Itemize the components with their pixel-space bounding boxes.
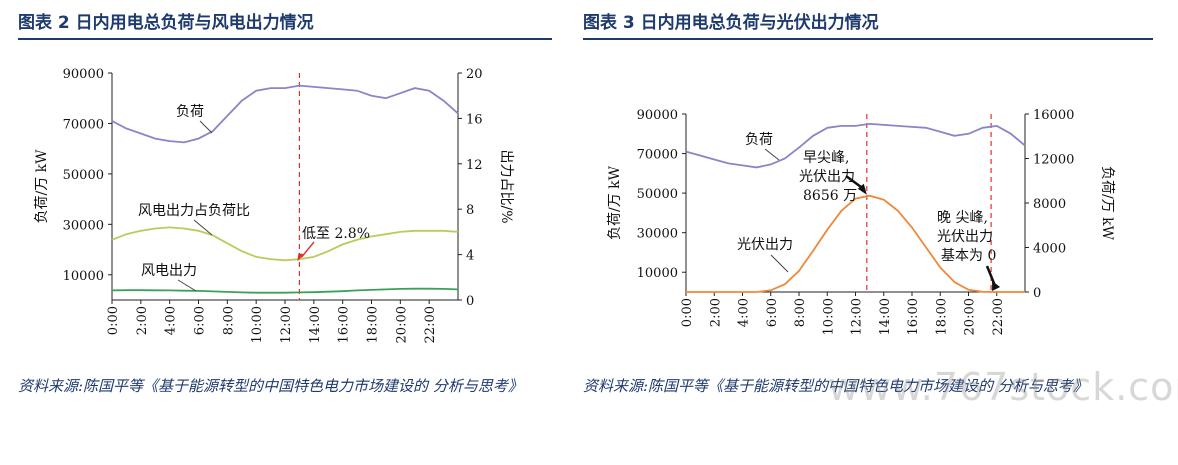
y-axis-label-left: 负荷/万 kW bbox=[34, 149, 50, 224]
x-tick-label: 0:00 bbox=[106, 306, 121, 335]
series-line bbox=[111, 84, 459, 144]
y-axis-label-left: 负荷/万 kW bbox=[607, 165, 623, 240]
figure-2-title-rule bbox=[18, 38, 552, 40]
x-tick-label: 16:00 bbox=[906, 298, 921, 335]
y-axis-label-right: 出力占比/% bbox=[498, 149, 514, 223]
y-tick-label-left: 70000 bbox=[637, 148, 678, 163]
annotation-evening-peak-2: 光伏出力 bbox=[937, 229, 993, 245]
y-tick-label-right: 12 bbox=[466, 158, 483, 173]
x-tick-label: 16:00 bbox=[337, 306, 352, 343]
x-tick-label: 12:00 bbox=[279, 306, 294, 343]
series-label-leader bbox=[770, 254, 789, 273]
y-tick-label-left: 30000 bbox=[637, 227, 678, 242]
x-tick-label: 6:00 bbox=[193, 306, 208, 335]
x-tick-label: 4:00 bbox=[737, 298, 752, 327]
x-tick-label: 10:00 bbox=[821, 298, 836, 335]
annotation-morning-peak-2: 光伏出力 bbox=[799, 169, 855, 185]
x-tick-label: 8:00 bbox=[221, 306, 236, 335]
y-tick-label-right: 8000 bbox=[1033, 197, 1066, 212]
figure-3-title-rule bbox=[583, 38, 1153, 40]
annotation-morning-peak-3: 8656 万 bbox=[803, 188, 857, 204]
annotation-arrowhead-morning bbox=[857, 183, 867, 195]
y-tick-label-right: 16 bbox=[466, 112, 483, 127]
x-tick-label: 22:00 bbox=[991, 298, 1006, 335]
wind-load-chart: 10000 30000 50000 70000 90000 0 4 8 12 16 20 0:00 2:… bbox=[34, 67, 514, 343]
y-tick-label-right: 8 bbox=[466, 203, 474, 218]
series-label-leader bbox=[193, 219, 213, 236]
x-tick-label: 22:00 bbox=[423, 306, 438, 343]
y-tick-label-left: 50000 bbox=[637, 187, 678, 202]
annotation-morning-peak-1: 早尖峰, bbox=[803, 150, 849, 166]
x-tick-label: 2:00 bbox=[708, 298, 723, 327]
x-tick-label: 18:00 bbox=[934, 298, 949, 335]
x-tick-label: 12:00 bbox=[850, 298, 865, 335]
x-tick-label: 18:00 bbox=[366, 306, 381, 343]
annotation-arrowhead bbox=[297, 253, 305, 262]
y-tick-label-right: 16000 bbox=[1033, 108, 1074, 123]
y-tick-label-left: 90000 bbox=[63, 67, 104, 82]
figure-2-source: 资料来源:陈国平等《基于能源转型的中国特色电力市场建设的 分析与思考》 bbox=[18, 377, 523, 395]
figure-2-title: 图表 2 日内用电总负荷与风电出力情况 bbox=[18, 13, 314, 33]
series-label-load: 负荷 bbox=[176, 104, 204, 120]
x-tick-label: 20:00 bbox=[963, 298, 978, 335]
x-tick-label: 20:00 bbox=[394, 306, 409, 343]
annotation-min-share: 低至 2.8% bbox=[302, 226, 370, 242]
y-tick-label-right: 12000 bbox=[1033, 153, 1074, 168]
y-axis-label-right: 负荷/万 kW bbox=[1099, 166, 1115, 241]
watermark: www.767stock.com bbox=[828, 365, 1178, 409]
x-tick-label: 14:00 bbox=[308, 306, 323, 343]
series-label-leader bbox=[764, 148, 780, 161]
series-line bbox=[685, 122, 1026, 169]
series-label-load: 负荷 bbox=[745, 132, 773, 148]
x-tick-label: 6:00 bbox=[765, 298, 780, 327]
series-line bbox=[111, 226, 459, 262]
y-tick-label-right: 0 bbox=[1033, 286, 1041, 301]
x-tick-label: 2:00 bbox=[135, 306, 150, 335]
y-tick-label-right: 20 bbox=[466, 67, 483, 82]
x-tick-label: 10:00 bbox=[250, 306, 265, 343]
y-tick-label-left: 10000 bbox=[637, 266, 678, 281]
y-tick-label-right: 0 bbox=[466, 294, 474, 309]
y-tick-label-left: 10000 bbox=[63, 269, 104, 284]
y-tick-label-left: 50000 bbox=[63, 168, 104, 183]
series-label-leader bbox=[177, 279, 197, 292]
series-label-wind-share: 风电出力占负荷比 bbox=[138, 203, 250, 219]
x-tick-label: 4:00 bbox=[164, 306, 179, 335]
annotation-evening-peak-1: 晚 尖峰, bbox=[937, 210, 988, 226]
y-tick-label-right: 4000 bbox=[1033, 242, 1066, 257]
figure-3-title: 图表 3 日内用电总负荷与光伏出力情况 bbox=[583, 13, 879, 33]
pv-load-chart: 10000 30000 50000 70000 90000 0 4000 8000 12000 1… bbox=[607, 108, 1115, 335]
annotation-arrowhead-evening bbox=[992, 281, 1001, 291]
series-label-pv-output: 光伏出力 bbox=[737, 237, 793, 253]
series-line bbox=[111, 287, 459, 294]
x-tick-label: 14:00 bbox=[878, 298, 893, 335]
y-tick-label-right: 4 bbox=[466, 249, 474, 264]
y-tick-label-left: 90000 bbox=[637, 108, 678, 123]
y-tick-label-left: 30000 bbox=[63, 218, 104, 233]
series-label-wind-output: 风电出力 bbox=[141, 263, 197, 279]
x-tick-label: 0:00 bbox=[680, 298, 695, 327]
annotation-evening-peak-3: 基本为 0 bbox=[941, 247, 996, 264]
series-label-leader bbox=[199, 120, 213, 134]
figure-3-source: 资料来源:陈国平等《基于能源转型的中国特色电力市场建设的 分析与思考》 bbox=[583, 377, 1088, 395]
x-tick-label: 8:00 bbox=[793, 298, 808, 327]
y-tick-label-left: 70000 bbox=[63, 117, 104, 132]
